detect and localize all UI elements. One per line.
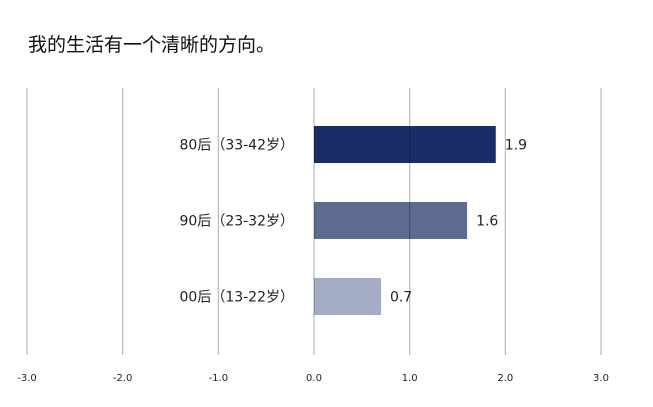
data-label: 0.7 <box>390 290 412 306</box>
x-tick-label: -1.0 <box>209 373 229 384</box>
category-label: 80后（33-42岁） <box>180 138 295 154</box>
chart-title: 我的生活有一个清晰的方向。 <box>28 34 276 56</box>
bar <box>314 126 496 163</box>
data-label: 1.6 <box>476 214 498 230</box>
x-tick-label: 2.0 <box>497 373 513 384</box>
x-tick-label: -2.0 <box>113 373 133 384</box>
bar <box>314 202 468 239</box>
x-tick-label: 3.0 <box>593 373 609 384</box>
x-tick-label: 1.0 <box>402 373 418 384</box>
category-label: 90后（23-32岁） <box>180 214 295 230</box>
data-label: 1.9 <box>505 138 527 154</box>
x-tick-label: 0.0 <box>306 373 322 384</box>
category-label: 00后（13-22岁） <box>180 290 295 306</box>
bar <box>314 278 381 315</box>
x-tick-label: -3.0 <box>17 373 37 384</box>
